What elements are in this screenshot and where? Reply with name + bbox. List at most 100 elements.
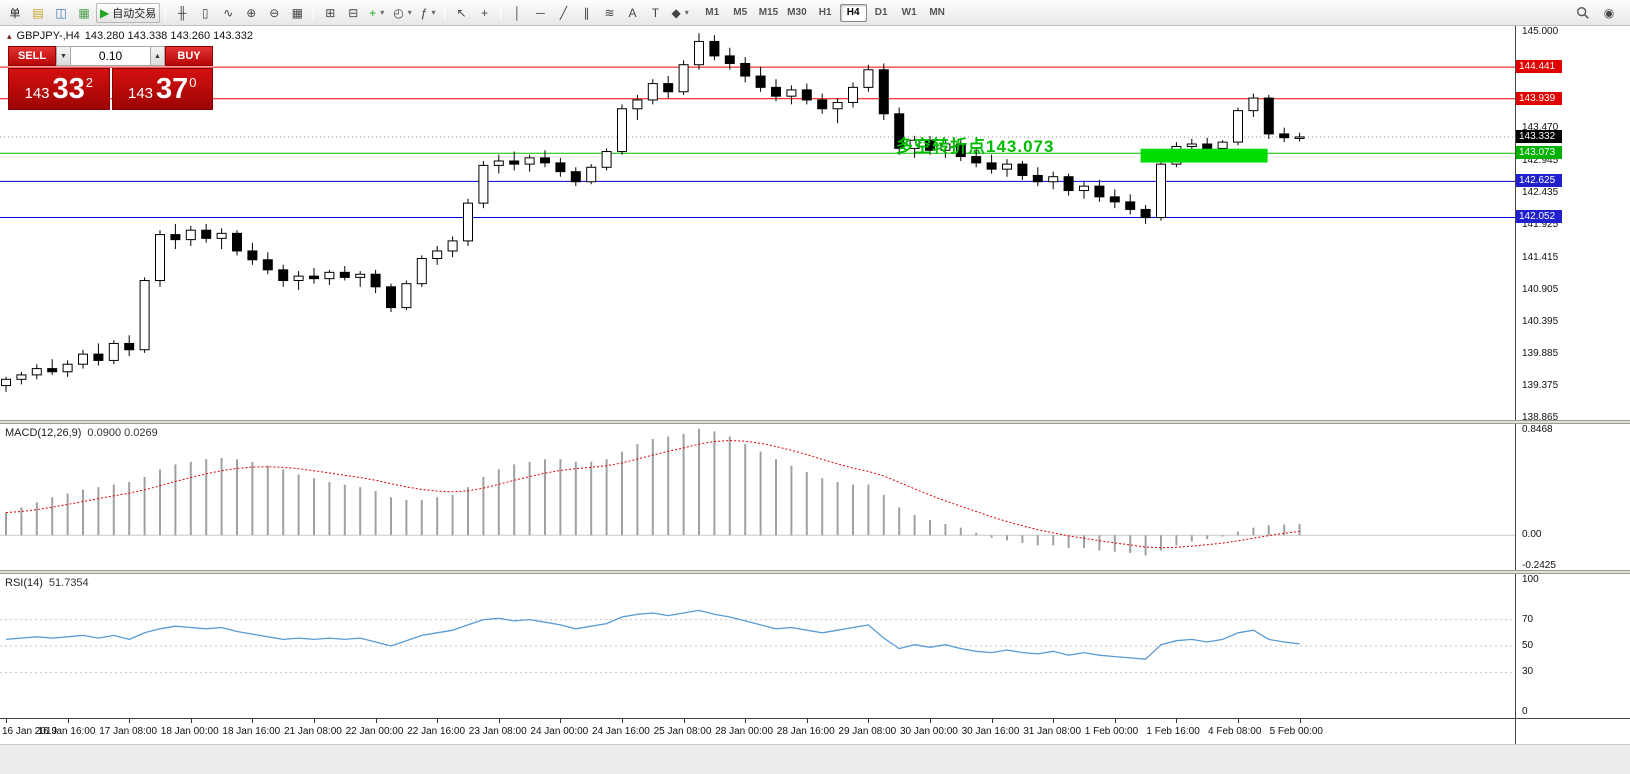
indicator-tick: 30 — [1522, 666, 1534, 678]
candlesticks — [1, 33, 1305, 392]
candle — [971, 156, 982, 164]
candle — [1279, 133, 1290, 139]
time-tick — [190, 719, 192, 723]
text-label-icon-glyph-icon: T — [651, 5, 660, 20]
trade-panel-price-row: 143 33 2 143 37 0 — [8, 68, 213, 110]
price-tick: 142.945 — [1522, 155, 1559, 167]
price-tick: 138.865 — [1522, 412, 1559, 420]
zoom-in-icon[interactable]: ⊕ — [240, 3, 262, 23]
text-label-icon[interactable]: T — [644, 3, 666, 23]
magnifier-glyph-icon — [1577, 6, 1589, 19]
chart-window-icon[interactable]: ▤ — [27, 3, 49, 23]
cursor-icon[interactable]: ↖ — [450, 3, 472, 23]
macd-chart[interactable] — [0, 424, 1515, 570]
macd-axis[interactable]: 0.8468 0.00 -0.2425 — [1515, 424, 1630, 570]
time-tick — [437, 719, 439, 723]
time-tick — [375, 719, 377, 723]
buy-button[interactable]: BUY — [165, 46, 213, 66]
candle — [771, 86, 781, 97]
indicator-tick: 0 — [1522, 706, 1528, 717]
candle — [1063, 176, 1074, 192]
rsi-chart[interactable] — [0, 574, 1515, 718]
equidistant-channel-icon[interactable]: ∥ — [575, 3, 597, 23]
sell-price-sup: 2 — [85, 75, 94, 90]
volume-input[interactable] — [71, 47, 150, 65]
candle — [293, 275, 304, 282]
timeframe-h4-button[interactable]: H4 — [839, 3, 867, 22]
timeframe-d1-button[interactable]: D1 — [874, 7, 888, 18]
price-chart[interactable] — [0, 26, 1515, 420]
data-window-icon[interactable]: ▦ — [73, 3, 95, 23]
time-tick — [622, 719, 623, 723]
candlestick-chart-icon[interactable]: ▯ — [194, 3, 216, 23]
time-tick — [991, 719, 993, 723]
rsi-axis[interactable]: 100 70 50 30 0 — [1515, 574, 1630, 718]
buy-price-button[interactable]: 143 37 0 — [111, 68, 213, 110]
sell-price-button[interactable]: 143 33 2 — [8, 68, 110, 110]
candle — [1202, 143, 1213, 149]
time-axis[interactable]: 16 Jan 2019 16 Jan 16:00 17 Jan 08:00 18 Ja… — [0, 718, 1630, 744]
timeframe-m30-button[interactable]: M30 — [787, 7, 807, 18]
arrange-windows-icon[interactable]: ⊟ — [342, 3, 364, 23]
profiles-icon[interactable]: ◫ — [50, 3, 72, 23]
candle — [62, 363, 73, 373]
timeframe-m1-button[interactable]: M1 — [705, 7, 720, 18]
search-icon[interactable] — [1572, 3, 1594, 23]
text-tool-icon-glyph-icon: A — [628, 5, 637, 20]
timeframe-m5-button[interactable]: M5 — [733, 7, 748, 18]
volume-decrease-button[interactable]: ▼ — [56, 46, 71, 66]
candle — [925, 139, 935, 151]
fibonacci-icon-glyph-icon: ≋ — [604, 5, 615, 20]
new-order-button[interactable]: 单 — [4, 3, 26, 23]
price-tick: 140.905 — [1522, 283, 1559, 295]
price-tick: 141.415 — [1522, 251, 1559, 263]
trendline-icon[interactable]: ╱ — [552, 3, 574, 23]
panel-splitter[interactable] — [0, 570, 1630, 574]
fibonacci-icon[interactable]: ≋ — [598, 3, 620, 23]
candle — [509, 160, 520, 165]
turning-point-annotation: 多空转折点143.073 — [896, 137, 1055, 156]
time-label: 16 Jan 16:00 — [37, 726, 96, 737]
panel-splitter[interactable] — [0, 420, 1630, 424]
zoom-out-icon[interactable]: ⊖ — [263, 3, 285, 23]
axis-corner-line — [1515, 719, 1516, 744]
price-tick: 139.375 — [1522, 379, 1559, 391]
current-price-badge: 143.332 — [1516, 129, 1562, 143]
candle — [232, 232, 242, 252]
volume-increase-button[interactable]: ▲ — [150, 46, 165, 66]
candle — [1002, 163, 1012, 170]
timeframe-h1-button[interactable]: H1 — [818, 7, 832, 18]
time-label: 23 Jan 08:00 — [468, 726, 527, 737]
periods-button[interactable]: ◴ ▾ — [389, 3, 416, 23]
community-icon[interactable]: ◉ — [1598, 3, 1620, 23]
time-tick — [806, 719, 808, 723]
line-chart-icon[interactable]: ∿ — [217, 3, 239, 23]
indicators-button[interactable]: ƒ ▾ — [417, 3, 440, 23]
timeframe-mn-button[interactable]: MN — [929, 7, 945, 18]
price-axis[interactable]: 145.000 143.470 142.945 142.435 141.925 141.4… — [1515, 26, 1630, 420]
candle — [78, 353, 88, 365]
sell-price-int: 143 — [24, 85, 50, 102]
sell-button[interactable]: SELL — [8, 46, 56, 66]
autotrading-button[interactable]: ▶ 自动交易 — [96, 2, 161, 23]
grid-icon[interactable]: ▦ — [286, 3, 308, 23]
chart-window: 145.000 143.470 142.945 142.435 141.925 141.4… — [0, 26, 1630, 774]
ohlc-bars-icon[interactable]: ╫ — [171, 3, 193, 23]
candle — [1, 378, 11, 387]
timeframe-w1-button[interactable]: W1 — [901, 7, 917, 18]
crosshair-icon[interactable]: + — [473, 3, 495, 23]
horizontal-line-icon[interactable]: ─ — [529, 3, 551, 23]
candle — [709, 40, 720, 57]
new-order-button-label: 单 — [9, 7, 21, 20]
candle — [416, 258, 427, 285]
zoom-in-icon-glyph-icon: ⊕ — [246, 5, 257, 20]
candle — [31, 368, 42, 376]
arrows-button[interactable]: ◆ ▾ — [667, 3, 692, 23]
vertical-line-icon[interactable]: │ — [506, 3, 528, 23]
text-tool-icon[interactable]: A — [621, 3, 643, 23]
timeframe-m15-button[interactable]: M15 — [758, 7, 779, 18]
new-chart-button[interactable]: + ▾ — [365, 3, 388, 23]
tile-windows-icon[interactable]: ⊞ — [319, 3, 341, 23]
candle — [463, 202, 473, 242]
price-tick: 141.925 — [1522, 219, 1559, 231]
